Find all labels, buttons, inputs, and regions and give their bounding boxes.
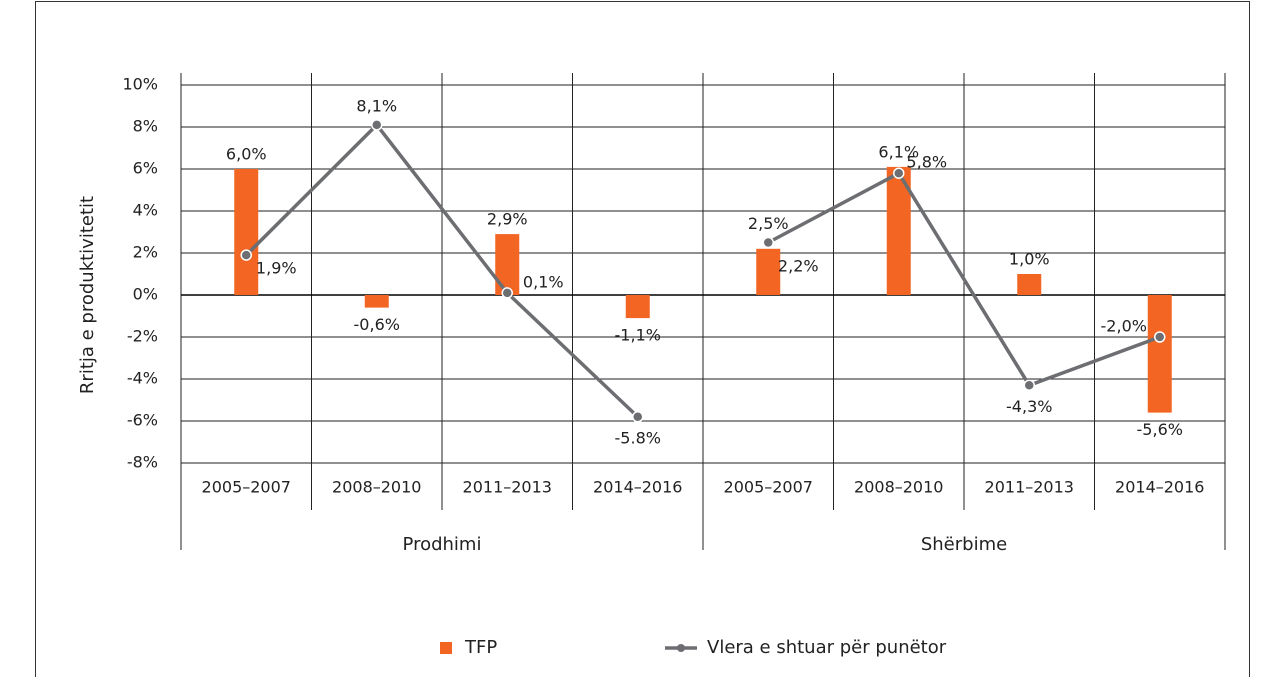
y-tick-label: 0% <box>133 285 158 304</box>
y-tick-label: -4% <box>127 369 158 388</box>
line-marker <box>240 249 252 261</box>
line-value-label: 5,8% <box>906 153 947 172</box>
line-marker <box>1154 331 1166 343</box>
bar <box>364 295 389 308</box>
bar <box>756 248 781 295</box>
bar-value-label: 1,0% <box>1009 250 1050 269</box>
y-tick-label: 10% <box>122 75 158 94</box>
group-label: Prodhimi <box>403 534 482 555</box>
bar-value-label: -1,1% <box>615 326 661 345</box>
bar <box>234 169 259 295</box>
line <box>767 170 1161 388</box>
bar-value-label: 6,0% <box>226 145 267 164</box>
legend-swatch <box>677 644 685 652</box>
x-tick-label: 2005–2007 <box>724 478 813 497</box>
bar-value-label: -0,6% <box>354 315 400 334</box>
bar <box>495 234 520 295</box>
bar <box>625 295 650 319</box>
line-value-label: 8,1% <box>356 96 397 115</box>
bar-value-label: -5,6% <box>1137 420 1183 439</box>
x-tick-label: 2011–2013 <box>985 478 1074 497</box>
y-tick-label: -8% <box>127 453 158 472</box>
y-tick-label: 6% <box>133 159 158 178</box>
bar <box>1147 295 1172 413</box>
bar-value-label: 6,1% <box>878 142 919 161</box>
line-value-label: -5.8% <box>615 428 661 447</box>
y-axis-label: Rritja e produktivitetit <box>77 196 98 394</box>
line-value-label: 1,9% <box>256 259 297 278</box>
line-marker <box>1023 379 1035 392</box>
x-tick-label: 2005–2007 <box>202 478 291 497</box>
x-tick-label: 2014–2016 <box>1115 478 1204 497</box>
line-marker <box>893 167 905 179</box>
line-marker <box>632 411 644 423</box>
line-marker <box>371 119 383 131</box>
y-tick-label: 2% <box>133 243 158 262</box>
bar <box>1017 274 1042 295</box>
legend-label: Vlera e shtuar për punëtor <box>707 637 947 658</box>
legend-swatch <box>440 642 452 654</box>
line-value-label: -4,3% <box>1006 397 1052 416</box>
y-tick-label: 4% <box>133 201 158 220</box>
y-tick-label: 8% <box>133 117 158 136</box>
x-tick-label: 2014–2016 <box>593 478 682 497</box>
y-tick-label: -2% <box>127 327 158 346</box>
bar-value-label: 2,9% <box>487 210 528 229</box>
frame <box>35 1 1250 677</box>
line-marker <box>762 236 774 249</box>
line-value-label: 0,1% <box>523 272 564 291</box>
line <box>245 122 639 419</box>
line-value-label: 2,5% <box>748 214 789 233</box>
line-marker <box>501 287 513 299</box>
y-tick-label: -6% <box>127 411 158 430</box>
x-tick-label: 2008–2010 <box>854 478 943 497</box>
x-tick-label: 2008–2010 <box>332 478 421 497</box>
bar-value-label: 2,2% <box>778 257 819 276</box>
line-value-label: -2,0% <box>1101 317 1147 336</box>
group-label: Shërbime <box>921 534 1007 555</box>
legend-label: TFP <box>464 637 497 658</box>
x-tick-label: 2011–2013 <box>463 478 552 497</box>
